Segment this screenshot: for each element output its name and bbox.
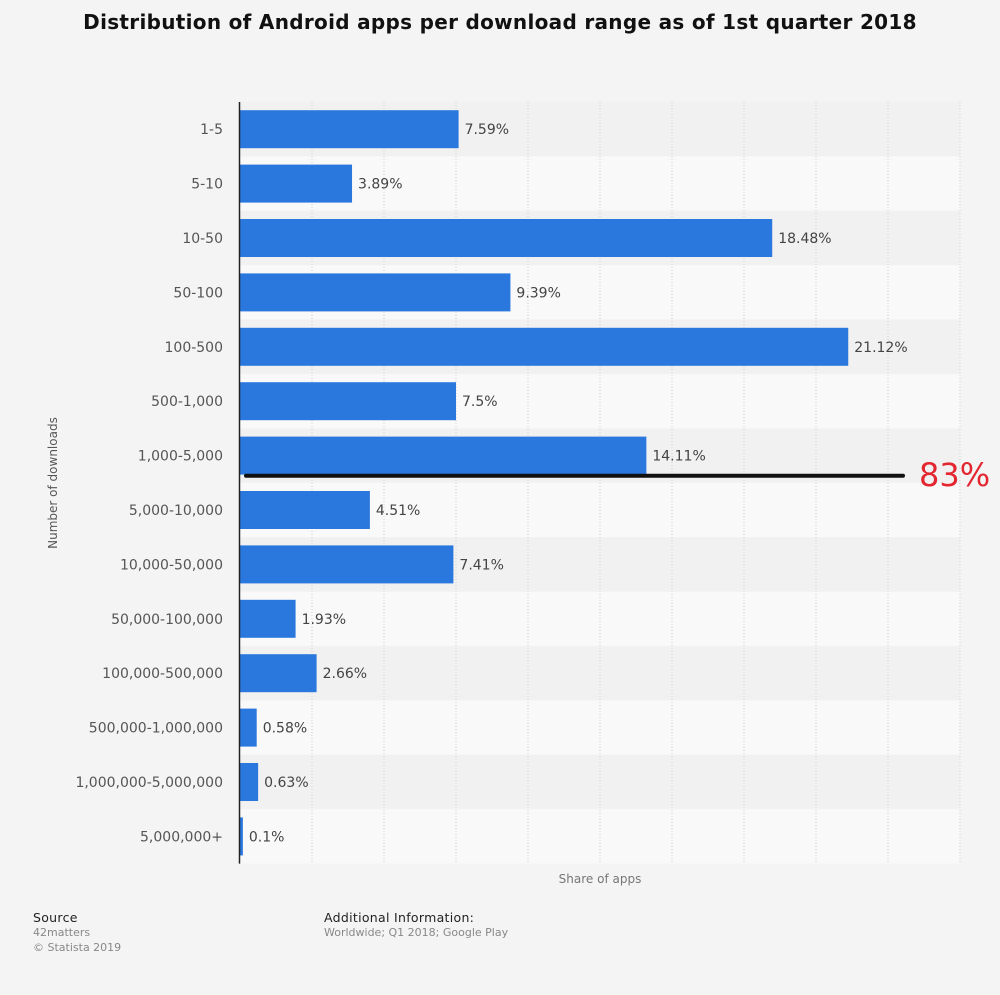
value-label: 7.5% (462, 394, 498, 410)
bar (240, 654, 317, 693)
source-heading: Source (33, 910, 78, 925)
category-label: 1,000-5,000 (138, 449, 223, 465)
category-label: 1,000,000-5,000,000 (75, 775, 223, 791)
additional-info-block: Additional Information: Worldwide; Q1 20… (324, 910, 508, 940)
bar (240, 110, 459, 149)
row-band (240, 700, 960, 755)
value-label: 0.63% (264, 775, 308, 791)
bar (240, 763, 259, 801)
category-label: 50,000-100,000 (111, 612, 223, 628)
bar (240, 382, 456, 421)
category-label: 500,000-1,000,000 (89, 721, 223, 737)
category-label: 500-1,000 (151, 394, 223, 410)
value-label: 21.12% (854, 340, 907, 356)
category-label: 5,000,000+ (140, 829, 223, 845)
value-label: 0.58% (263, 721, 307, 737)
bar (240, 327, 849, 366)
bar (240, 164, 353, 203)
value-label: 9.39% (516, 285, 560, 301)
bar (240, 708, 257, 747)
category-label: 100-500 (165, 340, 224, 356)
bar (240, 219, 773, 257)
bar (240, 545, 454, 584)
value-label: 3.89% (358, 177, 402, 193)
value-label: 0.1% (249, 829, 285, 845)
source-name: 42matters (33, 926, 91, 939)
value-label: 1.93% (302, 612, 346, 628)
category-label: 5-10 (191, 177, 223, 193)
value-label: 7.59% (465, 122, 509, 138)
bar (240, 817, 243, 856)
category-label: 10-50 (182, 231, 223, 247)
bar (240, 599, 296, 638)
category-label: 100,000-500,000 (102, 666, 223, 682)
bar (240, 436, 647, 475)
category-label: 1-5 (200, 122, 223, 138)
row-band (240, 646, 960, 701)
value-label: 2.66% (323, 666, 367, 682)
copyright: © Statista 2019 (33, 941, 122, 954)
value-label: 14.11% (652, 449, 705, 465)
additional-info-text: Worldwide; Q1 2018; Google Play (324, 926, 509, 939)
category-label: 50-100 (173, 285, 223, 301)
row-band (240, 754, 960, 810)
category-label: 5,000-10,000 (129, 503, 223, 519)
y-axis-title: Number of downloads (46, 417, 60, 549)
category-label: 10,000-50,000 (120, 557, 223, 573)
bar (240, 273, 511, 312)
chart-title: Distribution of Android apps per downloa… (83, 10, 917, 34)
source-block: Source 42matters © Statista 2019 (33, 910, 121, 955)
value-label: 18.48% (778, 231, 831, 247)
row-band (240, 809, 960, 864)
x-axis-title: Share of apps (558, 872, 642, 886)
value-label: 7.41% (459, 557, 503, 573)
additional-info-heading: Additional Information: (324, 910, 475, 925)
value-label: 4.51% (376, 503, 420, 519)
annotation-label: 83% (919, 456, 990, 494)
bar (240, 491, 370, 529)
